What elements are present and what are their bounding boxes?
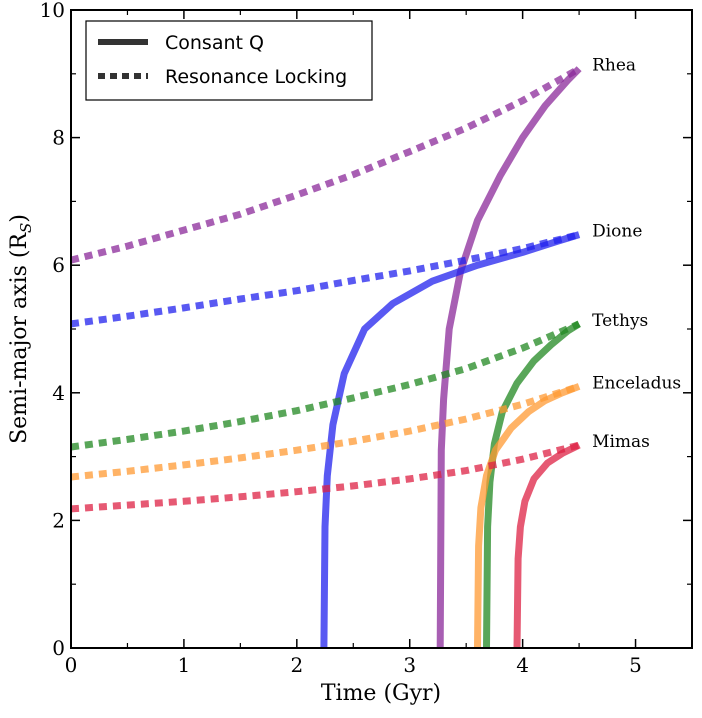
- label-tethys: Tethys: [592, 311, 648, 331]
- y-tick-label: 2: [52, 508, 65, 532]
- series-mimas-resonance-locking: [70, 441, 580, 513]
- x-tick-label: 1: [178, 653, 191, 677]
- legend: Consant Q Resonance Locking: [85, 20, 373, 101]
- x-tick-label: 0: [65, 653, 78, 677]
- legend-label-constant-q: Consant Q: [165, 32, 264, 54]
- x-tick-label: 4: [516, 653, 529, 677]
- x-tick-label: 2: [290, 653, 303, 677]
- label-mimas: Mimas: [592, 432, 650, 452]
- y-axis-title-main: Semi-major axis (R: [7, 232, 32, 444]
- y-tick-label: 0: [52, 636, 65, 660]
- series-enceladus-constant-q: [474, 383, 581, 649]
- label-enceladus: Enceladus: [592, 373, 681, 393]
- series-dione-constant-q: [320, 231, 581, 649]
- y-axis-title: Semi-major axis (RS): [7, 214, 35, 444]
- moon-labels: Rhea Dione Tethys Enceladus Mimas: [592, 56, 681, 452]
- series-tethys-constant-q: [483, 320, 581, 649]
- label-rhea: Rhea: [592, 56, 636, 76]
- label-dione: Dione: [592, 222, 642, 242]
- x-tick-label: 5: [629, 653, 642, 677]
- series-dione-resonance-locking: [70, 231, 580, 328]
- legend-label-resonance-locking: Resonance Locking: [165, 66, 347, 88]
- y-axis-title-suffix: ): [7, 214, 32, 223]
- y-axis-title-subscript: S: [17, 223, 35, 233]
- y-tick-label: 8: [52, 126, 65, 150]
- ticks-layer: 0 1 2 3 4 5 0 2 4 6 8 10: [40, 0, 692, 677]
- series-mimas-constant-q: [513, 441, 581, 649]
- legend-box: [85, 20, 373, 101]
- series-tethys-resonance-locking: [70, 320, 581, 451]
- x-axis-title: Time (Gyr): [321, 681, 441, 706]
- series-rhea-constant-q: [436, 66, 582, 649]
- y-tick-label: 6: [52, 253, 65, 277]
- series-layer: [70, 65, 582, 649]
- x-tick-label: 3: [403, 653, 416, 677]
- y-tick-label: 10: [40, 0, 65, 22]
- y-tick-label: 4: [52, 381, 65, 405]
- series-rhea-resonance-locking: [70, 65, 581, 264]
- series-enceladus-resonance-locking: [70, 383, 581, 481]
